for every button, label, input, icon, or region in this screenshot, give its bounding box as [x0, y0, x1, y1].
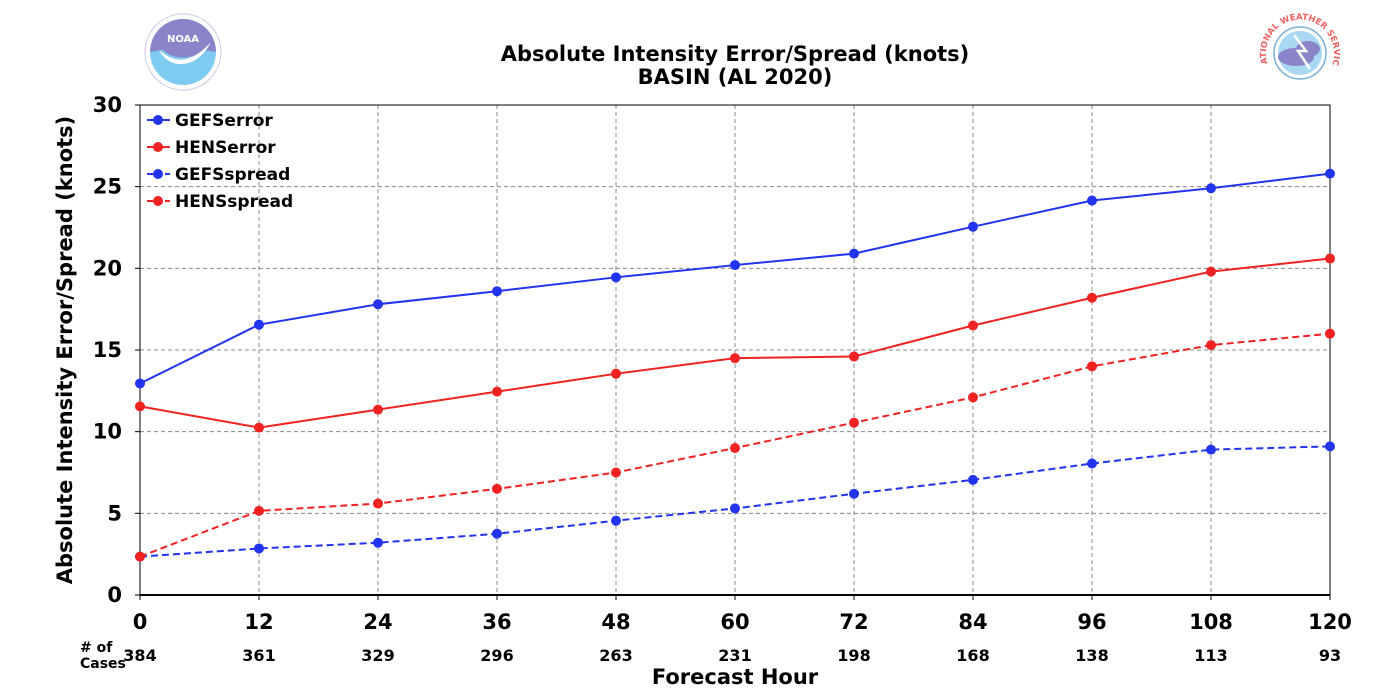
data-point-GEFSerror [611, 272, 621, 283]
data-point-HENSspread [730, 443, 740, 453]
data-point-GEFSspread [849, 488, 859, 499]
cases-count: 168 [956, 646, 989, 665]
data-point-HENSspread [254, 505, 264, 516]
cases-count: 231 [718, 646, 751, 665]
data-point-GEFSspread [730, 503, 740, 514]
data-point-HENSerror [1206, 266, 1216, 277]
data-point-GEFSerror [492, 286, 502, 297]
data-point-HENSerror [492, 386, 502, 397]
data-point-GEFSerror [254, 319, 264, 330]
cases-count: 361 [242, 646, 275, 665]
data-point-HENSerror [611, 368, 621, 379]
cases-count: 138 [1075, 646, 1108, 665]
legend-label-GEFSspread: GEFSspread [175, 165, 290, 185]
data-point-HENSspread [373, 498, 383, 509]
noaa-logo-text: NOAA [167, 34, 199, 45]
cases-count: 113 [1194, 646, 1227, 665]
national-weather-service-logo: NATIONAL WEATHER SERVICE [1259, 12, 1341, 91]
legend-marker-HENSspread [153, 196, 163, 206]
y-tick-label: 20 [93, 256, 122, 280]
data-point-HENSerror [254, 422, 264, 433]
cases-count: 296 [480, 646, 513, 665]
x-tick-label: 24 [363, 610, 392, 634]
y-tick-label: 25 [93, 175, 122, 199]
data-point-HENSerror [1087, 292, 1097, 303]
data-point-HENSspread [1206, 340, 1216, 351]
data-point-GEFSspread [1325, 441, 1335, 452]
x-tick-label: 0 [133, 610, 148, 634]
data-point-GEFSerror [968, 221, 978, 232]
data-point-HENSerror [849, 351, 859, 362]
y-ticks: 0 5 10 15 20 25 30 [93, 93, 140, 607]
legend: GEFSerror HENSerror GEFSspread HENSspread [147, 111, 293, 212]
cases-count: 198 [837, 646, 870, 665]
data-point-GEFSspread [1087, 458, 1097, 469]
x-tick-label: 48 [601, 610, 630, 634]
data-point-HENSerror [373, 404, 383, 415]
x-tick-label: 120 [1308, 610, 1352, 634]
grid [140, 105, 1330, 595]
x-tick-label: 36 [482, 610, 511, 634]
chart-subtitle: BASIN (AL 2020) [638, 65, 833, 89]
legend-marker-GEFSspread [153, 169, 163, 179]
data-point-GEFSspread [968, 474, 978, 485]
y-tick-label: 5 [107, 501, 122, 525]
data-point-HENSspread [492, 483, 502, 494]
y-axis-label: Absolute Intensity Error/Spread (knots) [53, 116, 77, 585]
data-point-HENSspread [849, 417, 859, 428]
data-point-GEFSerror [1325, 168, 1335, 179]
data-point-HENSerror [135, 401, 145, 412]
data-point-GEFSspread [373, 537, 383, 548]
noaa-logo: NOAA [144, 13, 222, 91]
cases-count: 93 [1319, 646, 1341, 665]
legend-marker-HENSerror [153, 142, 163, 152]
y-tick-label: 0 [107, 583, 122, 607]
x-tick-label: 96 [1077, 610, 1106, 634]
data-point-GEFSerror [1206, 183, 1216, 194]
x-tick-label: 12 [244, 610, 273, 634]
y-tick-label: 10 [93, 420, 122, 444]
x-tick-label: 72 [839, 610, 868, 634]
legend-marker-GEFSerror [153, 115, 163, 125]
x-tick-label: 108 [1189, 610, 1233, 634]
data-point-HENSspread [135, 551, 145, 562]
cases-row: 384 361 329 296 263 231 198 168 138 113 93 [123, 646, 1341, 665]
cases-count: 329 [361, 646, 394, 665]
data-point-GEFSspread [611, 515, 621, 526]
data-point-GEFSerror [373, 299, 383, 310]
x-tick-label: 60 [720, 610, 749, 634]
x-tick-label: 84 [958, 610, 987, 634]
data-point-HENSerror [968, 320, 978, 331]
data-point-HENSspread [1087, 361, 1097, 372]
data-point-GEFSspread [254, 543, 264, 554]
data-point-HENSspread [968, 392, 978, 403]
data-point-GEFSerror [730, 260, 740, 271]
x-ticks: 0 12 24 36 48 60 72 84 96 108 120 [133, 595, 1352, 634]
y-tick-label: 30 [93, 93, 122, 117]
legend-label-GEFSerror: GEFSerror [175, 111, 273, 131]
data-point-GEFSspread [1206, 444, 1216, 455]
cases-count: 384 [123, 646, 156, 665]
data-point-HENSerror [1325, 253, 1335, 264]
y-tick-label: 15 [93, 338, 122, 362]
data-point-GEFSerror [135, 378, 145, 389]
chart-title: Absolute Intensity Error/Spread (knots) [501, 42, 970, 66]
legend-label-HENSerror: HENSerror [175, 138, 276, 158]
data-point-HENSspread [1325, 328, 1335, 339]
data-point-HENSerror [730, 353, 740, 364]
data-point-GEFSerror [849, 248, 859, 259]
data-point-GEFSerror [1087, 195, 1097, 206]
series-layer [135, 168, 1335, 562]
data-point-HENSspread [611, 467, 621, 478]
x-axis-label: Forecast Hour [652, 665, 819, 689]
legend-label-HENSspread: HENSspread [175, 192, 293, 212]
cases-label: # of Cases [80, 640, 126, 672]
cases-count: 263 [599, 646, 632, 665]
data-point-GEFSspread [492, 528, 502, 539]
